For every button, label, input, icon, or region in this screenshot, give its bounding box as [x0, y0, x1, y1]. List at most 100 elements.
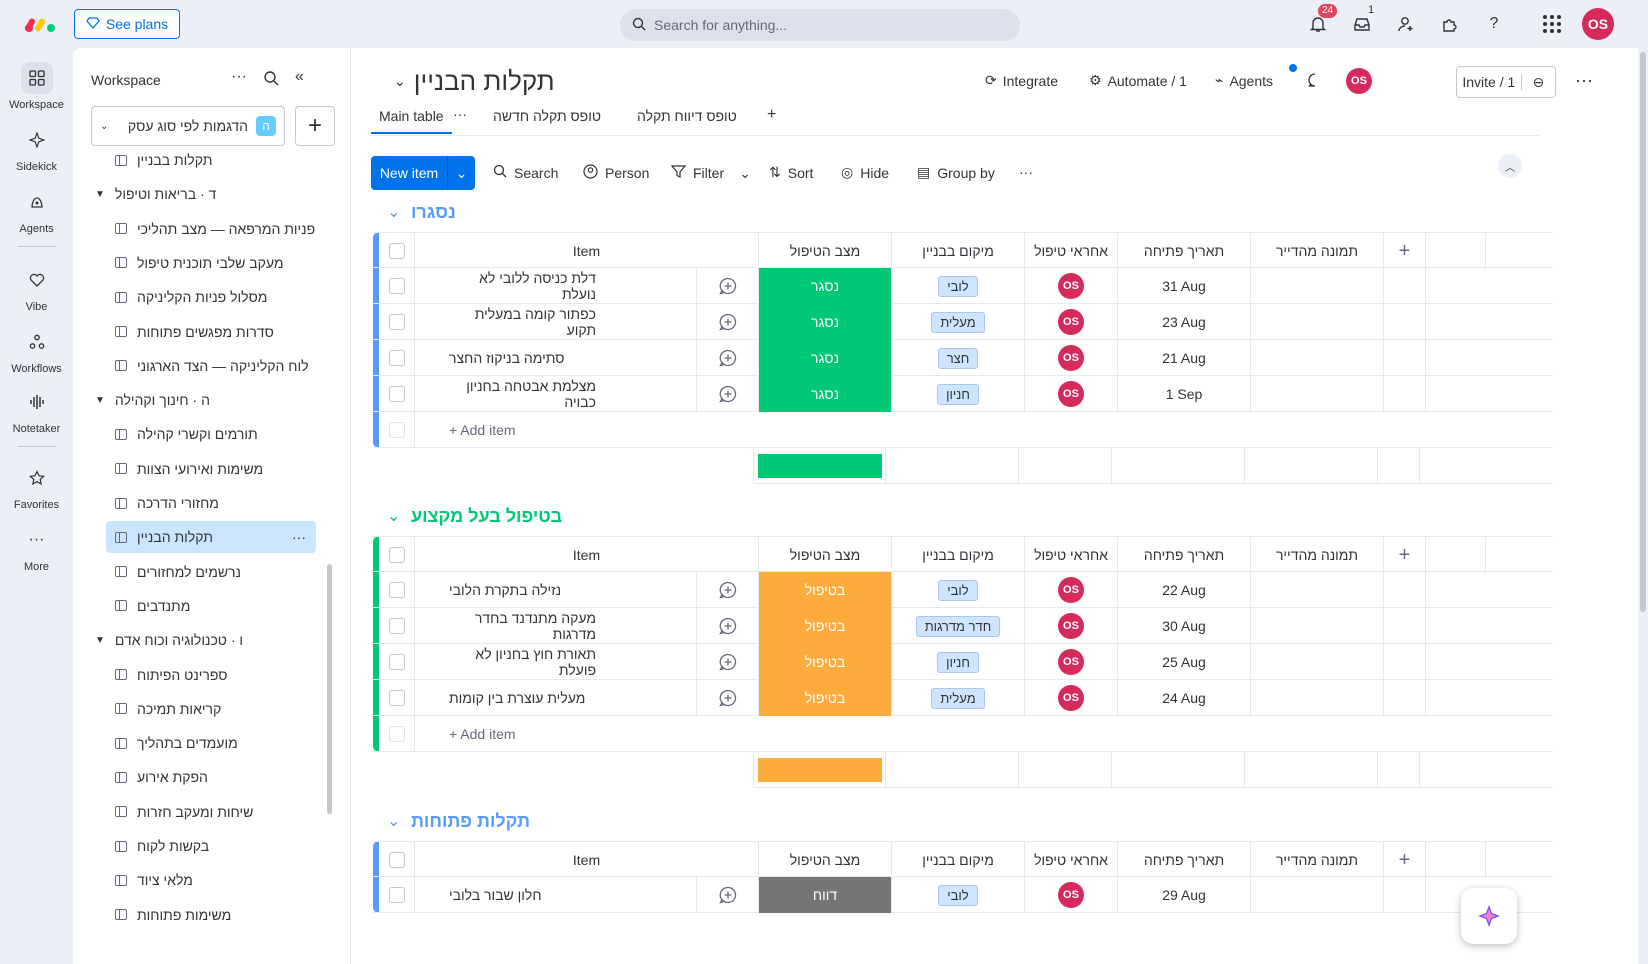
add-update-icon[interactable] [697, 608, 759, 644]
board-item[interactable]: פניות המרפאה — מצב תהליכי [73, 213, 335, 245]
location-cell[interactable]: לובי [892, 268, 1025, 304]
date-cell[interactable]: 25 Aug [1118, 644, 1251, 680]
add-column-button[interactable]: + [1384, 233, 1426, 269]
location-cell[interactable]: לובי [892, 572, 1025, 608]
add-update-icon[interactable] [697, 340, 759, 376]
board-item[interactable]: נרשמים למחזורים [73, 556, 335, 588]
agents-button[interactable]: ⌁ Agents [1215, 64, 1297, 89]
location-cell[interactable]: חניון [892, 376, 1025, 412]
owner-cell[interactable]: OS [1025, 376, 1118, 412]
location-cell[interactable]: חצר [892, 340, 1025, 376]
board-item[interactable]: תורמים וקשרי קהילה [73, 418, 335, 450]
board-item[interactable]: ספרינט הפיתוח [73, 659, 335, 691]
collapse-header-icon[interactable]: ︿ [1498, 154, 1522, 178]
board-item[interactable]: קריאות תמיכה [73, 693, 335, 725]
board-item[interactable]: משימות ואירועי הצוות [73, 453, 335, 485]
location-cell[interactable]: חדר מדרגות [892, 608, 1025, 644]
monday-logo-icon[interactable] [24, 14, 56, 34]
chevron-down-icon[interactable]: ▼ [95, 188, 105, 200]
add-column-button[interactable]: + [1384, 842, 1426, 878]
board-item[interactable]: מתנדבים [73, 590, 335, 622]
owner-cell[interactable]: OS [1025, 340, 1118, 376]
folder-item[interactable]: ▼ ד · בריאות וטיפול [73, 178, 335, 210]
status-summary-cell[interactable] [753, 448, 886, 484]
board-item[interactable]: מסלול פניות הקליניקה [73, 281, 335, 313]
owner-cell[interactable]: OS [1025, 644, 1118, 680]
group-collapse-icon[interactable]: ⌄ [387, 508, 401, 525]
item-name[interactable]: כפתור קומה במעלית תקוע [415, 304, 697, 340]
table-row[interactable]: מעקה מתנדנד בחדר מדרגות בטיפול חדר מדרגות O… [373, 608, 1553, 644]
table-row[interactable]: מצלמת אבטחה בחניון כבויה נסגר חניון OS 1 Sep [373, 376, 1553, 412]
chevron-down-icon[interactable]: ⌄ [739, 164, 751, 181]
status-cell[interactable]: בטיפול [759, 572, 892, 608]
select-all-checkbox[interactable] [379, 842, 415, 878]
photo-cell[interactable] [1251, 572, 1384, 608]
add-item-button[interactable]: + Add item [449, 726, 516, 742]
select-all-checkbox[interactable] [379, 537, 415, 573]
table-row[interactable]: כפתור קומה במעלית תקוע נסגר מעלית OS 23 Aug [373, 304, 1553, 340]
group-collapse-icon[interactable]: ⌄ [387, 813, 401, 830]
checkbox[interactable] [388, 243, 405, 259]
board-item[interactable]: מחזורי הדרכה [73, 487, 335, 519]
status-cell[interactable]: נסגר [759, 268, 892, 304]
item-name[interactable]: דלת כניסה ללובי לא נועלת [415, 268, 697, 304]
status-cell[interactable]: נסגר [759, 340, 892, 376]
chevron-down-icon[interactable]: ▼ [95, 394, 105, 406]
group-title[interactable]: נסגרו [411, 202, 456, 222]
owner-cell[interactable]: OS [1025, 304, 1118, 340]
new-item-button[interactable]: New item ⌄ [371, 156, 475, 190]
item-name[interactable]: מצלמת אבטחה בחניון כבויה [415, 376, 697, 412]
photo-cell[interactable] [1251, 376, 1384, 412]
tab-main-table[interactable]: Main table [371, 108, 452, 134]
tab-issue-report-form[interactable]: טופס דיווח תקלה [637, 108, 737, 124]
search-button[interactable]: Search [493, 164, 558, 181]
date-cell[interactable]: 23 Aug [1118, 304, 1251, 340]
add-view-icon[interactable]: + [767, 106, 777, 123]
updates-chat-icon[interactable] [1307, 72, 1323, 88]
owner-cell[interactable]: OS [1025, 268, 1118, 304]
table-row[interactable]: תאורת חוץ בחניון לא פועלת בטיפול חניון OS 25… [373, 644, 1553, 680]
copy-link-icon[interactable]: ⊖ [1532, 73, 1545, 90]
page-scrollbar[interactable] [1638, 48, 1648, 964]
photo-cell[interactable] [1251, 644, 1384, 680]
table-row[interactable]: דלת כניסה ללובי לא נועלת נסגר לובי OS 31 Aug [373, 268, 1553, 304]
photo-cell[interactable] [1251, 268, 1384, 304]
row-checkbox[interactable] [388, 654, 405, 670]
board-title[interactable]: תקלות הבניין ⌄ [394, 66, 555, 97]
help-icon[interactable]: ? [1489, 15, 1499, 32]
checkbox[interactable] [388, 852, 405, 868]
see-plans-button[interactable]: See plans [74, 9, 180, 39]
filter-button[interactable]: Filter ⌄ [670, 164, 751, 182]
status-summary-cell[interactable] [753, 752, 886, 788]
panel-scrollbar[interactable] [327, 564, 332, 814]
tab-options-icon[interactable]: ··· [453, 106, 467, 122]
rail-item-workflows[interactable]: Workflows [0, 326, 73, 375]
global-search-input[interactable]: Search for anything... [620, 9, 1020, 41]
rail-item-more[interactable]: ··· More [0, 524, 73, 573]
board-item[interactable]: מעקב שלבי תוכנית טיפול [73, 247, 335, 279]
date-cell[interactable]: 22 Aug [1118, 572, 1251, 608]
add-update-icon[interactable] [697, 680, 759, 716]
board-member-avatar[interactable]: OS [1346, 68, 1372, 94]
table-row[interactable]: נזילה בתקרת הלובי בטיפול לובי OS 22 Aug [373, 572, 1553, 608]
notifications-bell-icon[interactable]: 24 [1306, 4, 1338, 36]
owner-cell[interactable]: OS [1025, 877, 1118, 913]
date-cell[interactable]: 31 Aug [1118, 268, 1251, 304]
folder-item[interactable]: ▼ ה · חינוך וקהילה [73, 384, 335, 416]
board-item[interactable]: שיחות ומעקב חזרות [73, 796, 335, 828]
search-icon[interactable] [263, 70, 279, 89]
ai-assistant-button[interactable] [1461, 888, 1517, 944]
item-name[interactable]: נזילה בתקרת הלובי [415, 572, 697, 608]
row-checkbox[interactable] [388, 314, 405, 330]
photo-cell[interactable] [1251, 340, 1384, 376]
integrate-button[interactable]: ⟳ Integrate [985, 72, 1058, 89]
item-name[interactable]: מעלית עוצרת בין קומות [415, 680, 697, 716]
workspace-selector[interactable]: ה הדגמות לפי סוג עסק ⌄ [91, 106, 285, 146]
photo-cell[interactable] [1251, 304, 1384, 340]
row-checkbox[interactable] [388, 887, 405, 903]
rail-item-workspace[interactable]: Workspace [0, 62, 73, 111]
status-cell[interactable]: נסגר [759, 376, 892, 412]
rail-item-agents[interactable]: Agents [0, 186, 73, 235]
group-title[interactable]: תקלות פתוחות [411, 811, 531, 831]
rail-item-vibe[interactable]: Vibe [0, 264, 73, 313]
